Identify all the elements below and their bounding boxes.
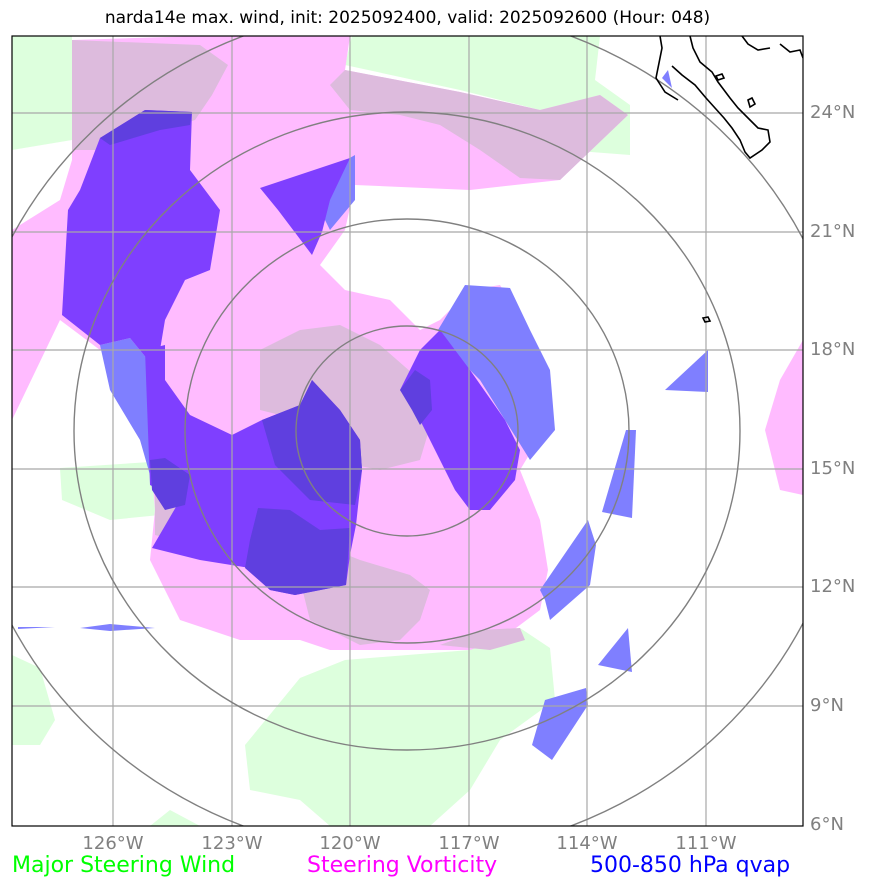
qvap-region xyxy=(80,624,155,631)
coastline-segment xyxy=(655,36,679,101)
coastline-segment xyxy=(741,36,771,51)
qvap-region xyxy=(602,430,636,518)
qvap-region xyxy=(438,285,555,460)
wind-region xyxy=(60,462,160,520)
qvap-region xyxy=(262,380,362,505)
range-ring xyxy=(295,325,519,537)
qvap-region xyxy=(400,330,520,510)
lon-label: 117°W xyxy=(438,833,500,854)
legend-steering-wind: Major Steering Wind xyxy=(12,853,236,878)
qvap-region xyxy=(540,520,596,620)
qvap-region xyxy=(665,350,708,392)
overlap-region xyxy=(440,628,525,650)
wind-region xyxy=(12,655,55,745)
lon-label: 123°W xyxy=(201,833,263,854)
legend-steering-vorticity: Steering Vorticity xyxy=(307,853,498,878)
coastline-segment xyxy=(714,73,726,81)
wind-region xyxy=(245,628,555,826)
overlap-region xyxy=(260,325,432,470)
overlap-region xyxy=(72,40,228,150)
overlap-region xyxy=(330,70,628,180)
qvap-region xyxy=(662,70,672,88)
qvap-region xyxy=(18,627,55,629)
lat-label: 6°N xyxy=(810,814,844,835)
coastline-segment xyxy=(747,96,757,109)
range-rings xyxy=(12,36,803,826)
wind-region xyxy=(12,36,72,150)
coastline-segment xyxy=(779,43,803,59)
qvap-region xyxy=(400,370,432,425)
coastline-segment xyxy=(671,36,771,160)
lat-label: 12°N xyxy=(810,576,856,597)
lon-label: 111°W xyxy=(675,833,737,854)
lon-label: 126°W xyxy=(82,833,144,854)
lat-label: 9°N xyxy=(810,695,844,716)
qvap-region xyxy=(100,110,192,145)
qvap-region xyxy=(62,110,220,360)
legend-qvap: 500-850 hPa qvap xyxy=(590,853,791,878)
plot-frame xyxy=(11,35,804,827)
qvap-dark-layer xyxy=(100,110,432,595)
grid-lines xyxy=(12,36,803,826)
vorticity-region xyxy=(765,340,803,495)
range-ring xyxy=(184,218,630,644)
lon-label: 120°W xyxy=(319,833,381,854)
lat-label: 24°N xyxy=(810,102,856,123)
lat-label: 21°N xyxy=(810,221,856,242)
qvap-region xyxy=(150,458,190,510)
lat-label: 18°N xyxy=(810,339,856,360)
map-title: narda14e max. wind, init: 2025092400, va… xyxy=(104,8,711,28)
qvap-region xyxy=(245,508,350,595)
wind-region xyxy=(150,810,200,826)
qvap-region xyxy=(598,628,632,672)
coastline xyxy=(655,36,803,323)
lat-label: 15°N xyxy=(810,458,856,479)
coastline-segment xyxy=(701,316,712,323)
lon-label: 114°W xyxy=(556,833,618,854)
range-ring xyxy=(73,111,741,751)
qvap-region xyxy=(260,158,350,255)
